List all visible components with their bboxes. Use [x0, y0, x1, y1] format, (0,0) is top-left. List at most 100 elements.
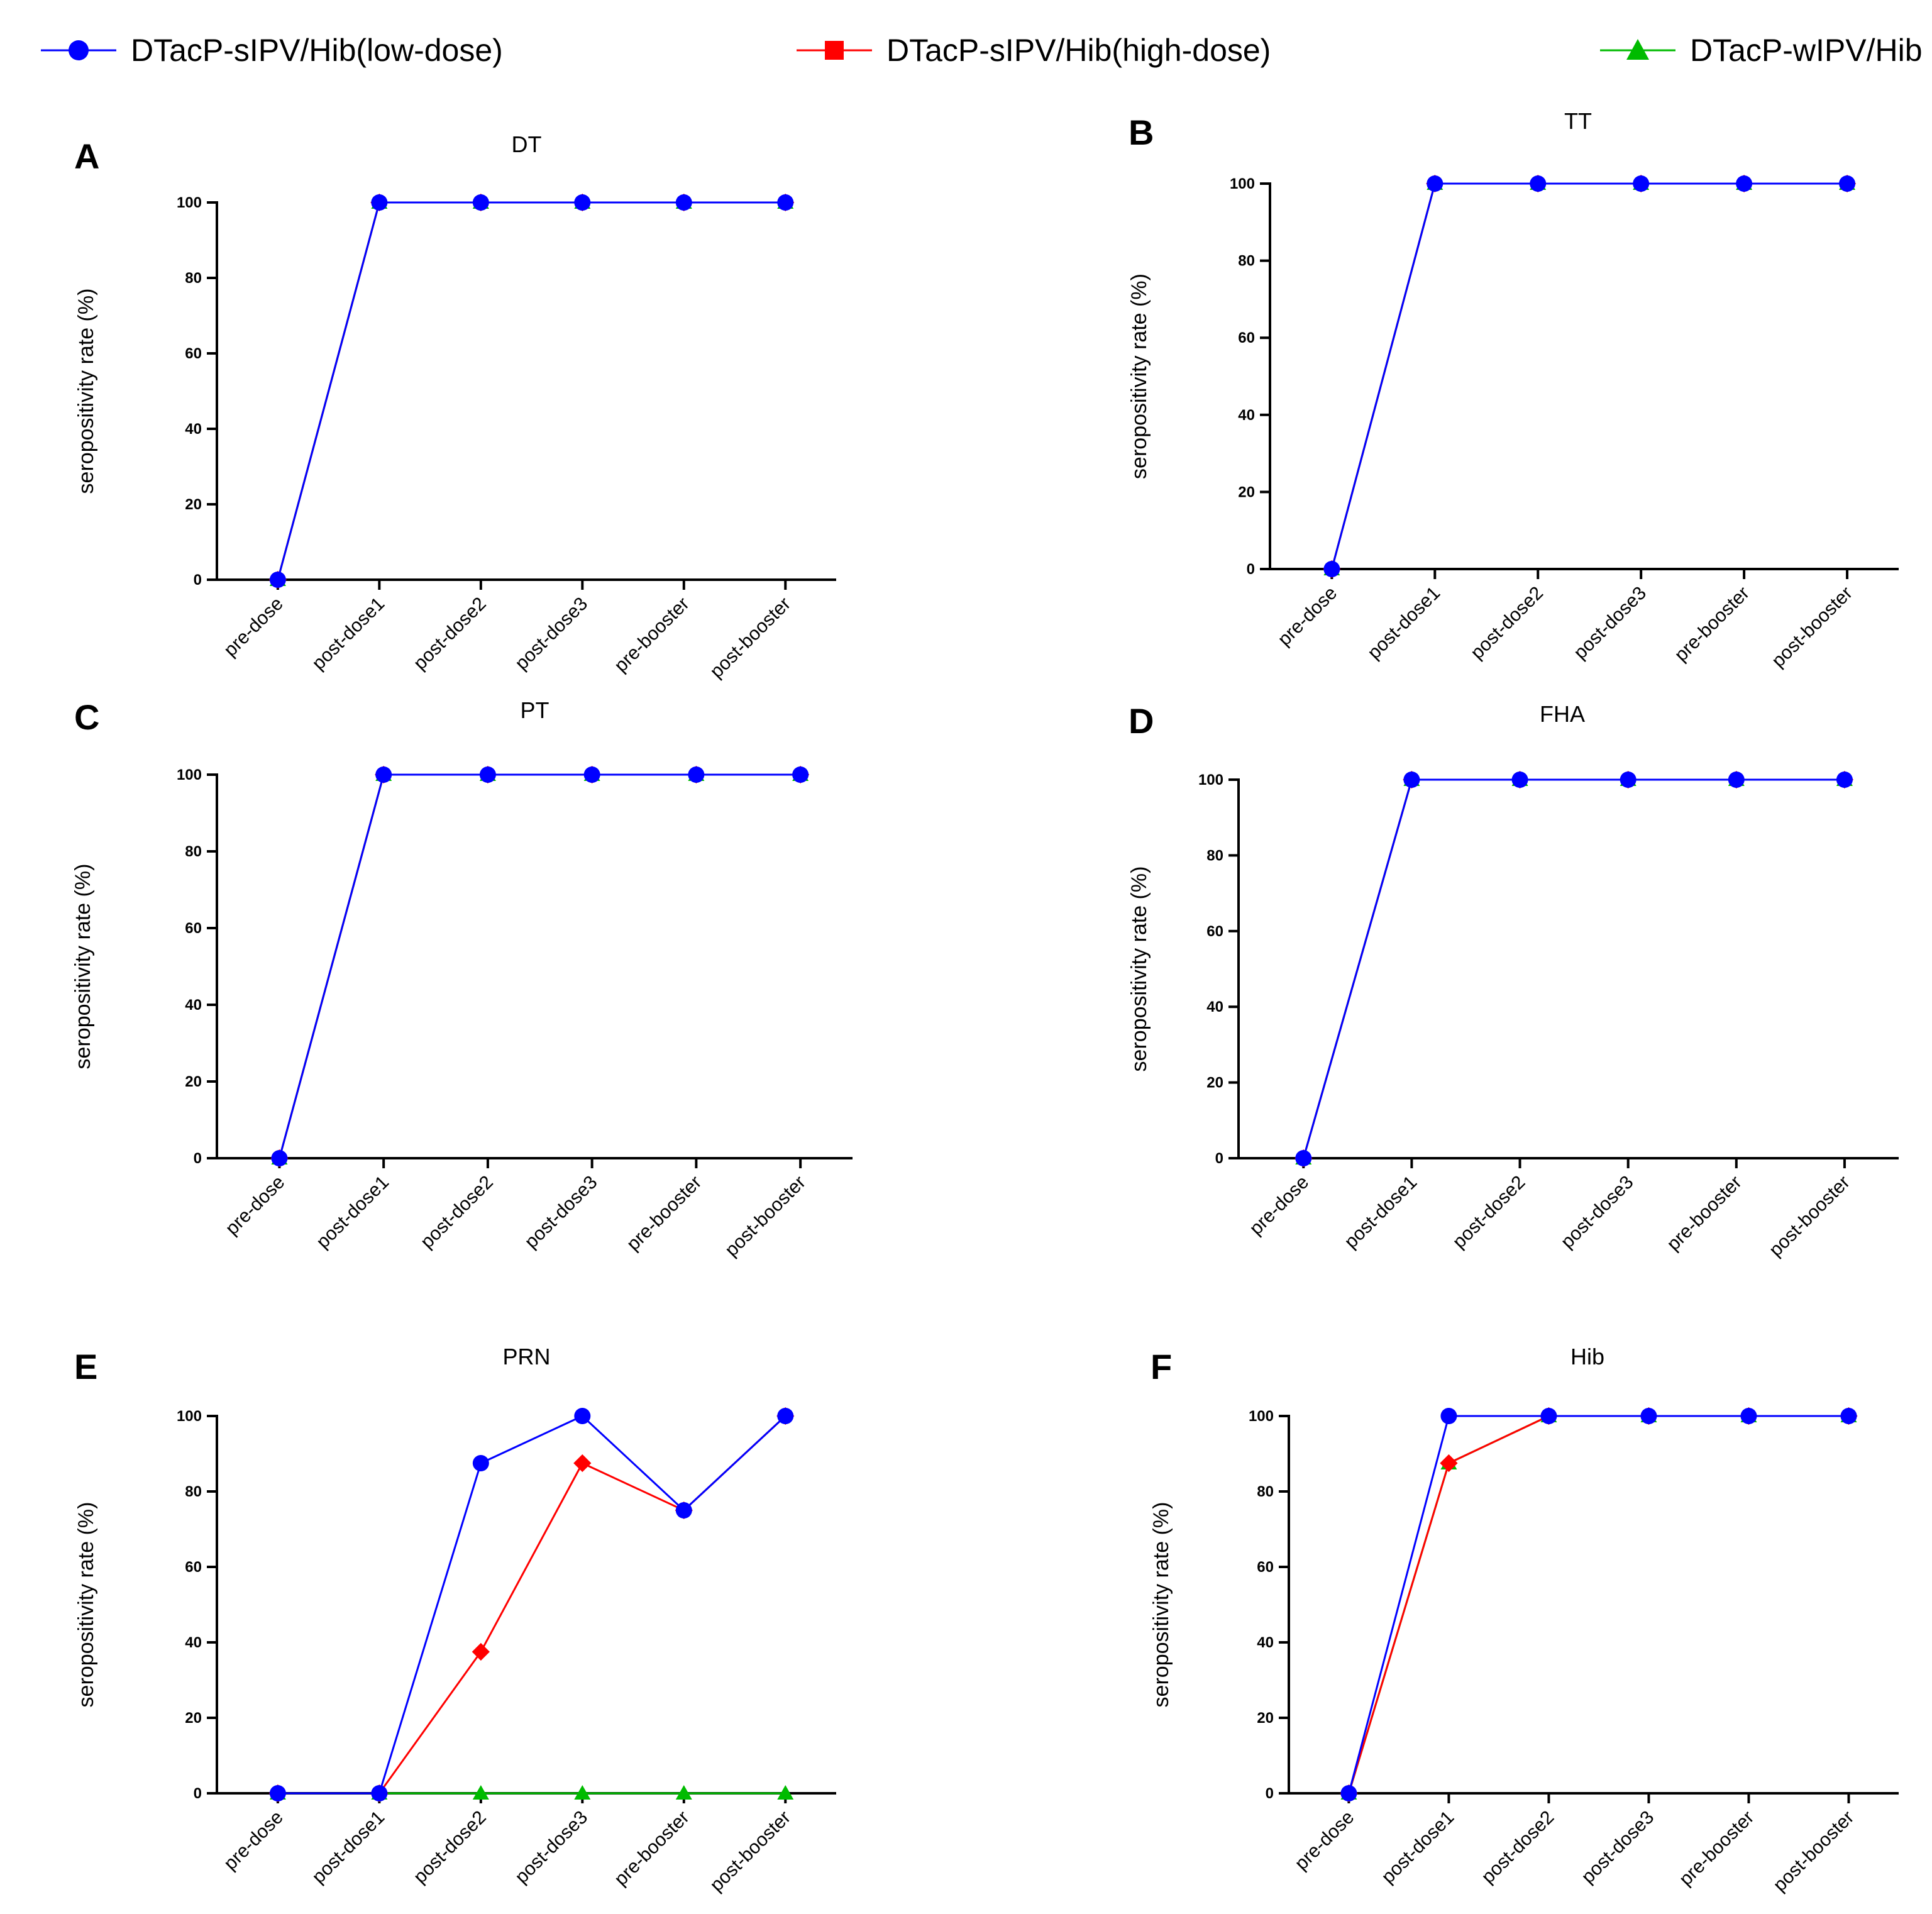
data-point	[688, 766, 705, 783]
x-tick-label: post-booster	[1765, 1172, 1854, 1261]
data-point	[675, 1785, 692, 1800]
data-point	[1323, 561, 1340, 577]
data-point	[371, 194, 388, 211]
y-tick-label: 60	[1206, 923, 1223, 940]
x-tick-label: post-dose1	[312, 1172, 393, 1253]
legend-item-low-dose: DTacP-sIPV/Hib(low-dose)	[38, 25, 503, 75]
x-tick-label: post-dose3	[511, 1807, 592, 1888]
x-tick-label: post-booster	[1768, 583, 1857, 672]
y-tick-label: 40	[1257, 1634, 1274, 1651]
data-point	[1295, 1150, 1312, 1166]
y-axis-label: seropositivity rate (%)	[74, 1502, 98, 1708]
series-line	[1302, 778, 1845, 1159]
x-tick-label: pre-dose	[1245, 1172, 1313, 1239]
series-line	[278, 773, 801, 1159]
legend-label: DTacP-wIPV/Hib	[1690, 33, 1923, 68]
chart-panel-B: B TT seropositivity rate (%) 0 20 40 60 80 100 pr…	[1127, 108, 1899, 672]
chart-title: FHA	[1540, 701, 1585, 727]
data-point	[479, 766, 496, 783]
panel-letter: E	[74, 1347, 97, 1386]
y-tick-label: 60	[1238, 329, 1255, 346]
data-point	[1540, 1408, 1557, 1424]
series-line	[277, 201, 786, 580]
x-tick-label: pre-booster	[610, 594, 693, 677]
chart-panel-F: F Hib seropositivity rate (%) 0 20 40 60 80 100 p…	[1149, 1344, 1899, 1896]
x-tick-label: pre-booster	[1663, 1172, 1746, 1255]
data-point	[1640, 1408, 1657, 1424]
data-point	[777, 1408, 794, 1424]
data-point	[574, 1408, 591, 1424]
y-tick-label: 100	[177, 1408, 202, 1425]
y-tick-label: 40	[1206, 998, 1223, 1015]
y-axis-label: seropositivity rate (%)	[71, 864, 95, 1070]
data-point	[271, 1150, 288, 1166]
data-point	[1736, 175, 1753, 192]
y-tick-label: 20	[1257, 1710, 1274, 1727]
x-tick-label: post-dose1	[1364, 583, 1444, 663]
y-tick-label: 0	[194, 1785, 202, 1802]
x-tick-label: post-dose2	[417, 1172, 497, 1253]
series-line	[277, 1415, 787, 1795]
y-tick-label: 100	[1249, 1408, 1274, 1425]
x-tick-label: post-dose1	[308, 594, 389, 674]
series-line	[1330, 182, 1848, 570]
y-tick-label: 0	[194, 572, 202, 589]
legend-square-marker-icon	[797, 41, 872, 60]
data-point	[269, 572, 286, 588]
x-tick-label: post-dose1	[1340, 1172, 1421, 1253]
x-tick-label: post-dose2	[1467, 583, 1547, 663]
y-tick-label: 60	[185, 920, 202, 937]
x-tick-label: post-dose3	[1570, 583, 1650, 663]
data-point	[472, 1785, 489, 1800]
y-tick-label: 80	[185, 843, 202, 860]
legend-label: DTacP-sIPV/Hib(low-dose)	[131, 33, 503, 68]
x-tick-label: post-dose1	[308, 1807, 389, 1888]
y-tick-label: 20	[1206, 1075, 1223, 1092]
data-point	[1440, 1408, 1457, 1424]
series-line	[1302, 778, 1845, 1159]
y-tick-label: 80	[185, 1483, 202, 1500]
y-axis-label: seropositivity rate (%)	[1127, 274, 1151, 479]
y-tick-label: 40	[185, 1634, 202, 1651]
data-point	[675, 194, 692, 211]
legend-item-high-dose: DTacP-sIPV/Hib(high-dose)	[793, 25, 1271, 75]
series-line	[278, 773, 801, 1159]
legend-item-wipv: DTacP-wIPV/Hib	[1597, 25, 1923, 75]
x-tick-label: pre-dose	[220, 594, 287, 661]
series-line	[1347, 1415, 1849, 1794]
y-tick-label: 0	[1215, 1150, 1223, 1167]
data-point	[1427, 175, 1443, 192]
x-tick-label: post-booster	[706, 594, 795, 682]
data-point	[1840, 1408, 1857, 1424]
y-tick-label: 20	[185, 1073, 202, 1090]
x-tick-label: post-dose2	[409, 1807, 490, 1888]
y-tick-label: 40	[185, 421, 202, 438]
y-tick-label: 20	[185, 496, 202, 513]
series-line	[277, 201, 786, 580]
x-tick-label: post-booster	[706, 1807, 795, 1896]
panel-letter: C	[74, 697, 99, 737]
x-tick-label: post-booster	[1769, 1807, 1858, 1896]
data-point	[472, 1455, 489, 1471]
x-tick-label: pre-booster	[1675, 1807, 1758, 1890]
y-tick-label: 80	[1206, 847, 1223, 864]
x-tick-label: post-dose3	[1577, 1807, 1658, 1888]
data-point	[574, 194, 591, 211]
x-tick-label: pre-booster	[623, 1172, 706, 1255]
y-tick-label: 100	[1198, 772, 1223, 788]
data-point	[777, 1785, 794, 1800]
y-tick-label: 0	[194, 1150, 202, 1167]
series-line	[1330, 182, 1848, 570]
x-tick-label: post-dose1	[1377, 1807, 1458, 1888]
data-point	[1839, 175, 1856, 192]
data-point	[472, 194, 489, 211]
data-point	[583, 766, 600, 783]
x-tick-label: pre-dose	[1291, 1807, 1358, 1874]
data-point	[1620, 772, 1637, 788]
x-tick-label: post-dose3	[1557, 1172, 1637, 1253]
data-point	[1403, 772, 1420, 788]
x-tick-label: pre-dose	[221, 1172, 289, 1239]
x-tick-label: pre-booster	[610, 1807, 693, 1890]
series-line	[278, 773, 801, 1159]
panel-letter: A	[74, 136, 99, 176]
